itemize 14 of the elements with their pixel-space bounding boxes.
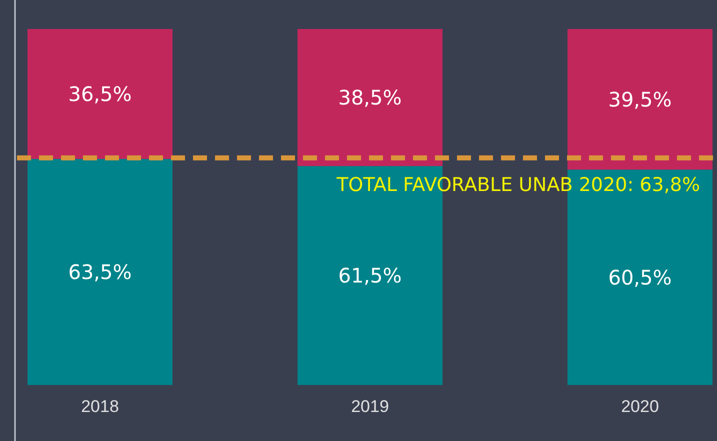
data-label: 39,5% (608, 87, 672, 112)
data-label: 61,5% (338, 264, 402, 288)
x-tick-label: 2019 (351, 397, 389, 416)
data-label: 63,5% (68, 260, 132, 284)
bar (298, 29, 442, 166)
data-label: 60,5% (608, 265, 672, 290)
bar (28, 29, 172, 159)
x-tick-label: 2020 (621, 397, 659, 416)
bar (568, 29, 712, 170)
ref-line-label: TOTAL FAVORABLE UNAB 2020: 63,8% (336, 174, 700, 196)
data-label: 38,5% (338, 86, 402, 110)
data-label: 36,5% (68, 82, 132, 106)
x-tick-label: 2018 (81, 397, 119, 416)
bar (28, 158, 172, 385)
